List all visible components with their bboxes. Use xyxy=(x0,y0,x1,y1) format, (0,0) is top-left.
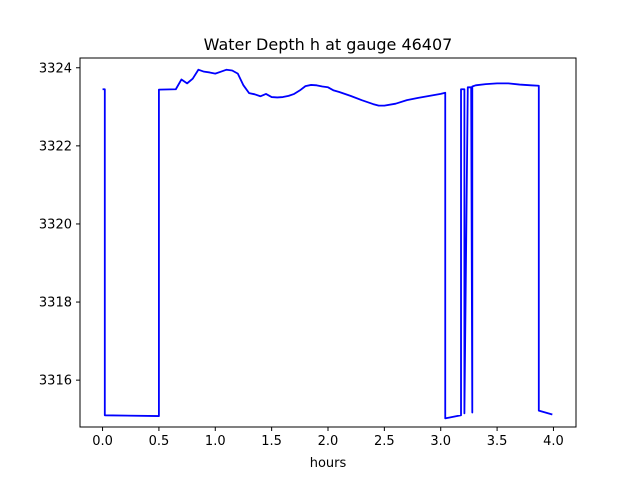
x-tick-label: 3.0 xyxy=(430,434,451,449)
chart-title: Water Depth h at gauge 46407 xyxy=(204,35,453,54)
y-tick-label: 3318 xyxy=(39,296,72,311)
y-tick-label: 3320 xyxy=(39,217,72,232)
x-axis-label: hours xyxy=(310,456,347,471)
axes-frame xyxy=(79,57,577,428)
x-tick-label: 2.5 xyxy=(374,434,395,449)
x-tick-label: 2.0 xyxy=(318,434,339,449)
y-axis-ticks: 3316 3318 3320 3322 3324 xyxy=(39,61,80,389)
x-tick-label: 3.5 xyxy=(487,434,508,449)
x-axis-ticks: 0.0 0.5 1.0 1.5 2.0 2.5 3.0 3.5 4.0 xyxy=(92,427,564,449)
y-tick-label: 3322 xyxy=(39,139,72,154)
x-tick-label: 1.5 xyxy=(261,434,282,449)
x-tick-label: 0.5 xyxy=(149,434,170,449)
x-tick-label: 0.0 xyxy=(92,434,113,449)
x-tick-label: 4.0 xyxy=(543,434,564,449)
y-tick-label: 3316 xyxy=(39,374,72,389)
plot-area xyxy=(79,57,577,428)
x-tick-label: 1.0 xyxy=(205,434,226,449)
series-line-1 xyxy=(102,68,553,420)
y-tick-label: 3324 xyxy=(39,61,72,76)
